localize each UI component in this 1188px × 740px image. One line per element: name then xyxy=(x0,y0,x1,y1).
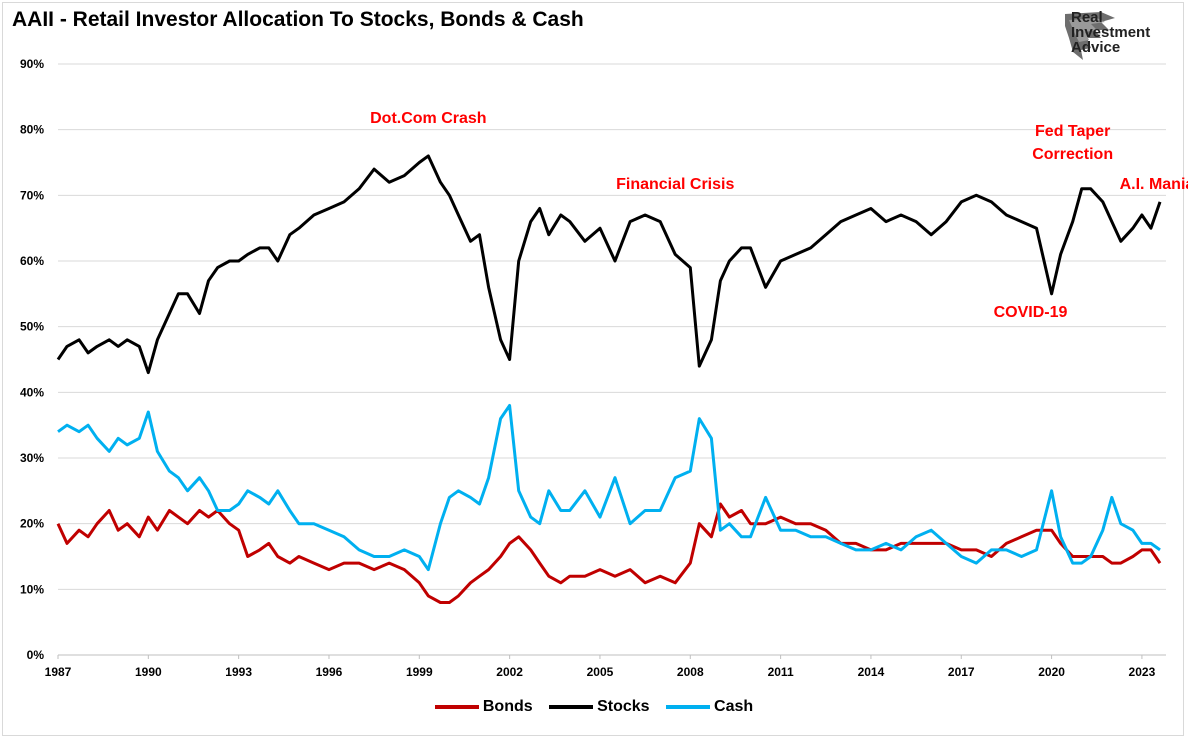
logo-line-real: Real xyxy=(1071,9,1103,26)
x-tick-label: 2023 xyxy=(1129,665,1156,679)
chart-title: AAII - Retail Investor Allocation To Sto… xyxy=(12,8,584,31)
y-tick-label: 80% xyxy=(20,123,44,137)
y-tick-label: 60% xyxy=(20,254,44,268)
annotation-label: A.I. Mania xyxy=(1120,176,1188,193)
x-tick-label: 2002 xyxy=(496,665,523,679)
annotation-label: Correction xyxy=(1032,146,1113,163)
legend-item-stocks: Stocks xyxy=(549,698,650,716)
logo-line-advice: Advice xyxy=(1071,39,1121,56)
y-tick-label: 70% xyxy=(20,188,44,202)
y-tick-label: 50% xyxy=(20,320,44,334)
y-tick-label: 20% xyxy=(20,517,44,531)
series-line-stocks xyxy=(56,154,1162,375)
legend-label-bonds: Bonds xyxy=(482,698,533,715)
y-tick-label: 40% xyxy=(20,385,44,399)
annotations: Dot.Com Crash Financial Crisis Fed Taper Co… xyxy=(370,110,1188,321)
legend: Bonds Stocks Cash xyxy=(0,696,1188,716)
legend-label-cash: Cash xyxy=(714,698,754,715)
annotation-label: Fed Taper xyxy=(1035,123,1110,140)
x-axis-ticks: 1987 1990 1993 1996 1999 2002 2005 2008 2011 2014… xyxy=(45,655,1156,679)
legend-item-bonds: Bonds xyxy=(434,698,533,716)
x-tick-label: 1990 xyxy=(135,665,162,679)
legend-swatch-bonds xyxy=(434,705,479,709)
grid-lines xyxy=(58,63,1166,656)
x-tick-label: 1987 xyxy=(45,665,72,679)
legend-swatch-stocks xyxy=(549,705,594,709)
x-tick-label: 2008 xyxy=(677,665,704,679)
y-tick-label: 0% xyxy=(27,648,45,662)
legend-item-cash: Cash xyxy=(666,698,753,716)
series-line-bonds xyxy=(56,502,1162,604)
series-lines xyxy=(56,154,1162,604)
annotation-label: COVID-19 xyxy=(994,304,1068,321)
y-tick-label: 30% xyxy=(20,451,44,465)
annotation-label: Financial Crisis xyxy=(616,176,734,193)
logo-text: Real Investment Advice xyxy=(1071,10,1150,55)
annotation-label: Dot.Com Crash xyxy=(370,110,486,127)
logo-line-investment: Investment xyxy=(1071,24,1151,41)
x-tick-label: 1993 xyxy=(225,665,252,679)
y-axis-ticks: 0% 10% 20% 30% 40% 50% 60% 70% 80% 90% xyxy=(20,57,44,662)
x-tick-label: 2014 xyxy=(858,665,885,679)
x-tick-label: 1999 xyxy=(406,665,433,679)
x-tick-label: 2011 xyxy=(768,665,794,679)
legend-swatch-cash xyxy=(666,705,711,709)
eagle-head-icon xyxy=(1065,12,1115,60)
y-tick-label: 10% xyxy=(20,582,44,596)
series-line-cash xyxy=(57,404,1161,572)
x-tick-label: 2017 xyxy=(948,665,975,679)
legend-label-stocks: Stocks xyxy=(597,698,650,715)
x-tick-label: 2020 xyxy=(1038,665,1065,679)
x-tick-label: 2005 xyxy=(587,665,614,679)
y-tick-label: 90% xyxy=(20,57,44,71)
x-tick-label: 1996 xyxy=(316,665,343,679)
